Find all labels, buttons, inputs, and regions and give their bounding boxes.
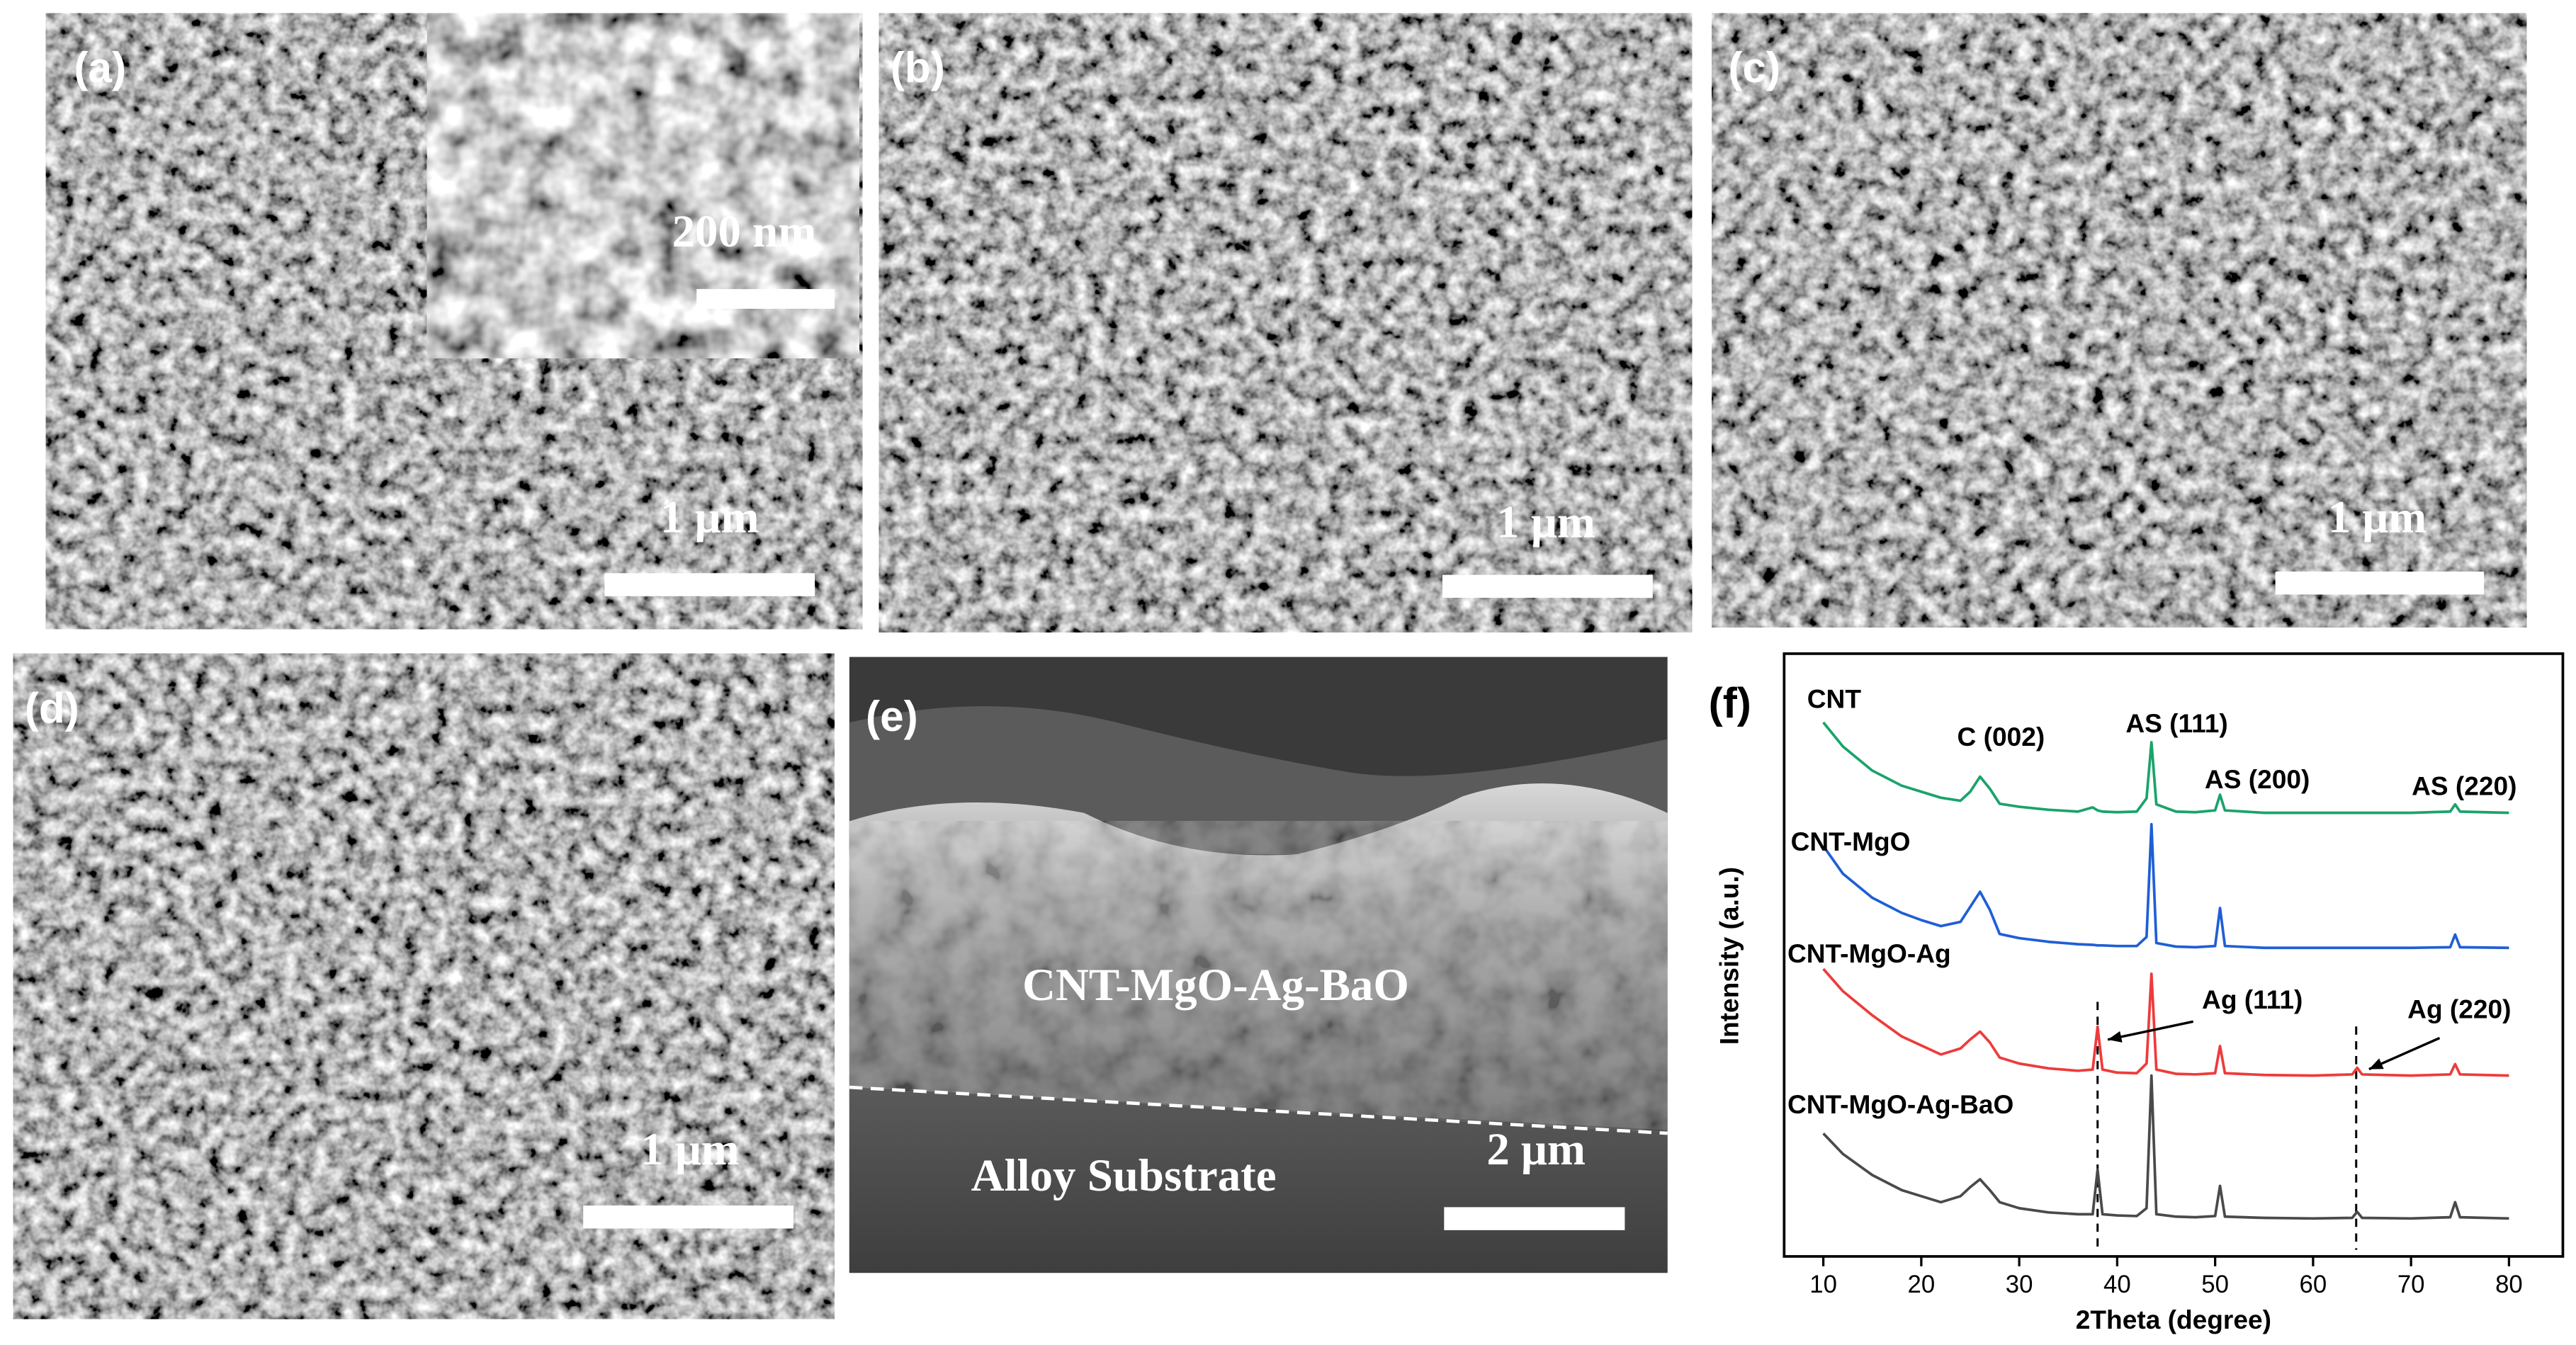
scale-bar: [696, 289, 835, 309]
arrow-head: [2108, 1031, 2123, 1043]
arrow-shaft: [2107, 1020, 2194, 1041]
panel-label: (a): [74, 43, 126, 91]
substrate-label: Alloy Substrate: [971, 1150, 1277, 1201]
series-label: CNT-MgO-Ag-BaO: [1787, 1089, 2013, 1119]
x-tick-label: 50: [2201, 1271, 2229, 1298]
cnt-texture: [849, 821, 1668, 1134]
panel-label: (b): [891, 43, 945, 91]
panel-label: (f): [1709, 679, 1751, 727]
scale-bar: [2275, 571, 2485, 595]
series-line: [1822, 822, 2509, 950]
scale-bar-label: 1 μm: [660, 492, 759, 543]
panel-label: (c): [1728, 43, 1780, 91]
scale-bar-label: 1 μm: [640, 1124, 740, 1175]
x-tick-label: 10: [1809, 1271, 1837, 1298]
plot-frame: [1783, 652, 2565, 1258]
peak-annotation: AS (220): [2412, 771, 2516, 800]
x-tick-label: 60: [2300, 1271, 2327, 1298]
scale-bar-label: 200 nm: [672, 206, 817, 257]
panel-label: (e): [866, 692, 918, 740]
arrow-head: [2368, 1058, 2384, 1069]
peak-annotation: AS (111): [2125, 708, 2227, 738]
panel-label: (d): [25, 683, 79, 732]
x-tick-label: 70: [2397, 1271, 2425, 1298]
layer-label: CNT-MgO-Ag-BaO: [1022, 960, 1409, 1011]
scale-bar-label: 2 μm: [1486, 1124, 1586, 1175]
series-label: CNT-MgO: [1791, 827, 1911, 856]
peak-annotation: C (002): [1958, 722, 2045, 751]
peak-annotation: Ag (220): [2407, 994, 2511, 1024]
scale-bar-label: 1 μm: [1496, 496, 1595, 547]
x-axis-label: 2Theta (degree): [2076, 1305, 2271, 1334]
series-label: CNT: [1807, 683, 1862, 713]
series-line: [1822, 1074, 2509, 1220]
scale-bar: [1442, 574, 1653, 598]
x-tick-label: 20: [1908, 1271, 1936, 1298]
scale-bar: [1444, 1207, 1625, 1230]
y-axis-label: Intensity (a.u.): [1714, 867, 1744, 1045]
peak-annotation: Ag (111): [2202, 984, 2303, 1014]
series-label: CNT-MgO-Ag: [1787, 938, 1951, 968]
series-line: [1822, 721, 2509, 815]
scale-bar: [604, 573, 815, 596]
series-line: [1822, 967, 2509, 1077]
xrd-chart: 10 20 30 40 50 60 70 80 2Theta (degree) Intensity…: [1714, 652, 2565, 1334]
scale-bar-label: 1 μm: [2328, 492, 2427, 543]
x-tick-label: 80: [2495, 1271, 2523, 1298]
sem-image: [879, 13, 1693, 632]
interface-line: [849, 1085, 1668, 1135]
x-tick-label: 40: [2103, 1271, 2131, 1298]
figure-content: (a) 200 nm 1 μm (b) 1 μm (c) 1 μm (d) 1 …: [13, 12, 2565, 1334]
peak-annotation: AS (200): [2205, 764, 2310, 794]
scale-bar: [583, 1205, 794, 1229]
sem-image: [1712, 13, 2527, 628]
x-tick-label: 30: [2006, 1271, 2033, 1298]
